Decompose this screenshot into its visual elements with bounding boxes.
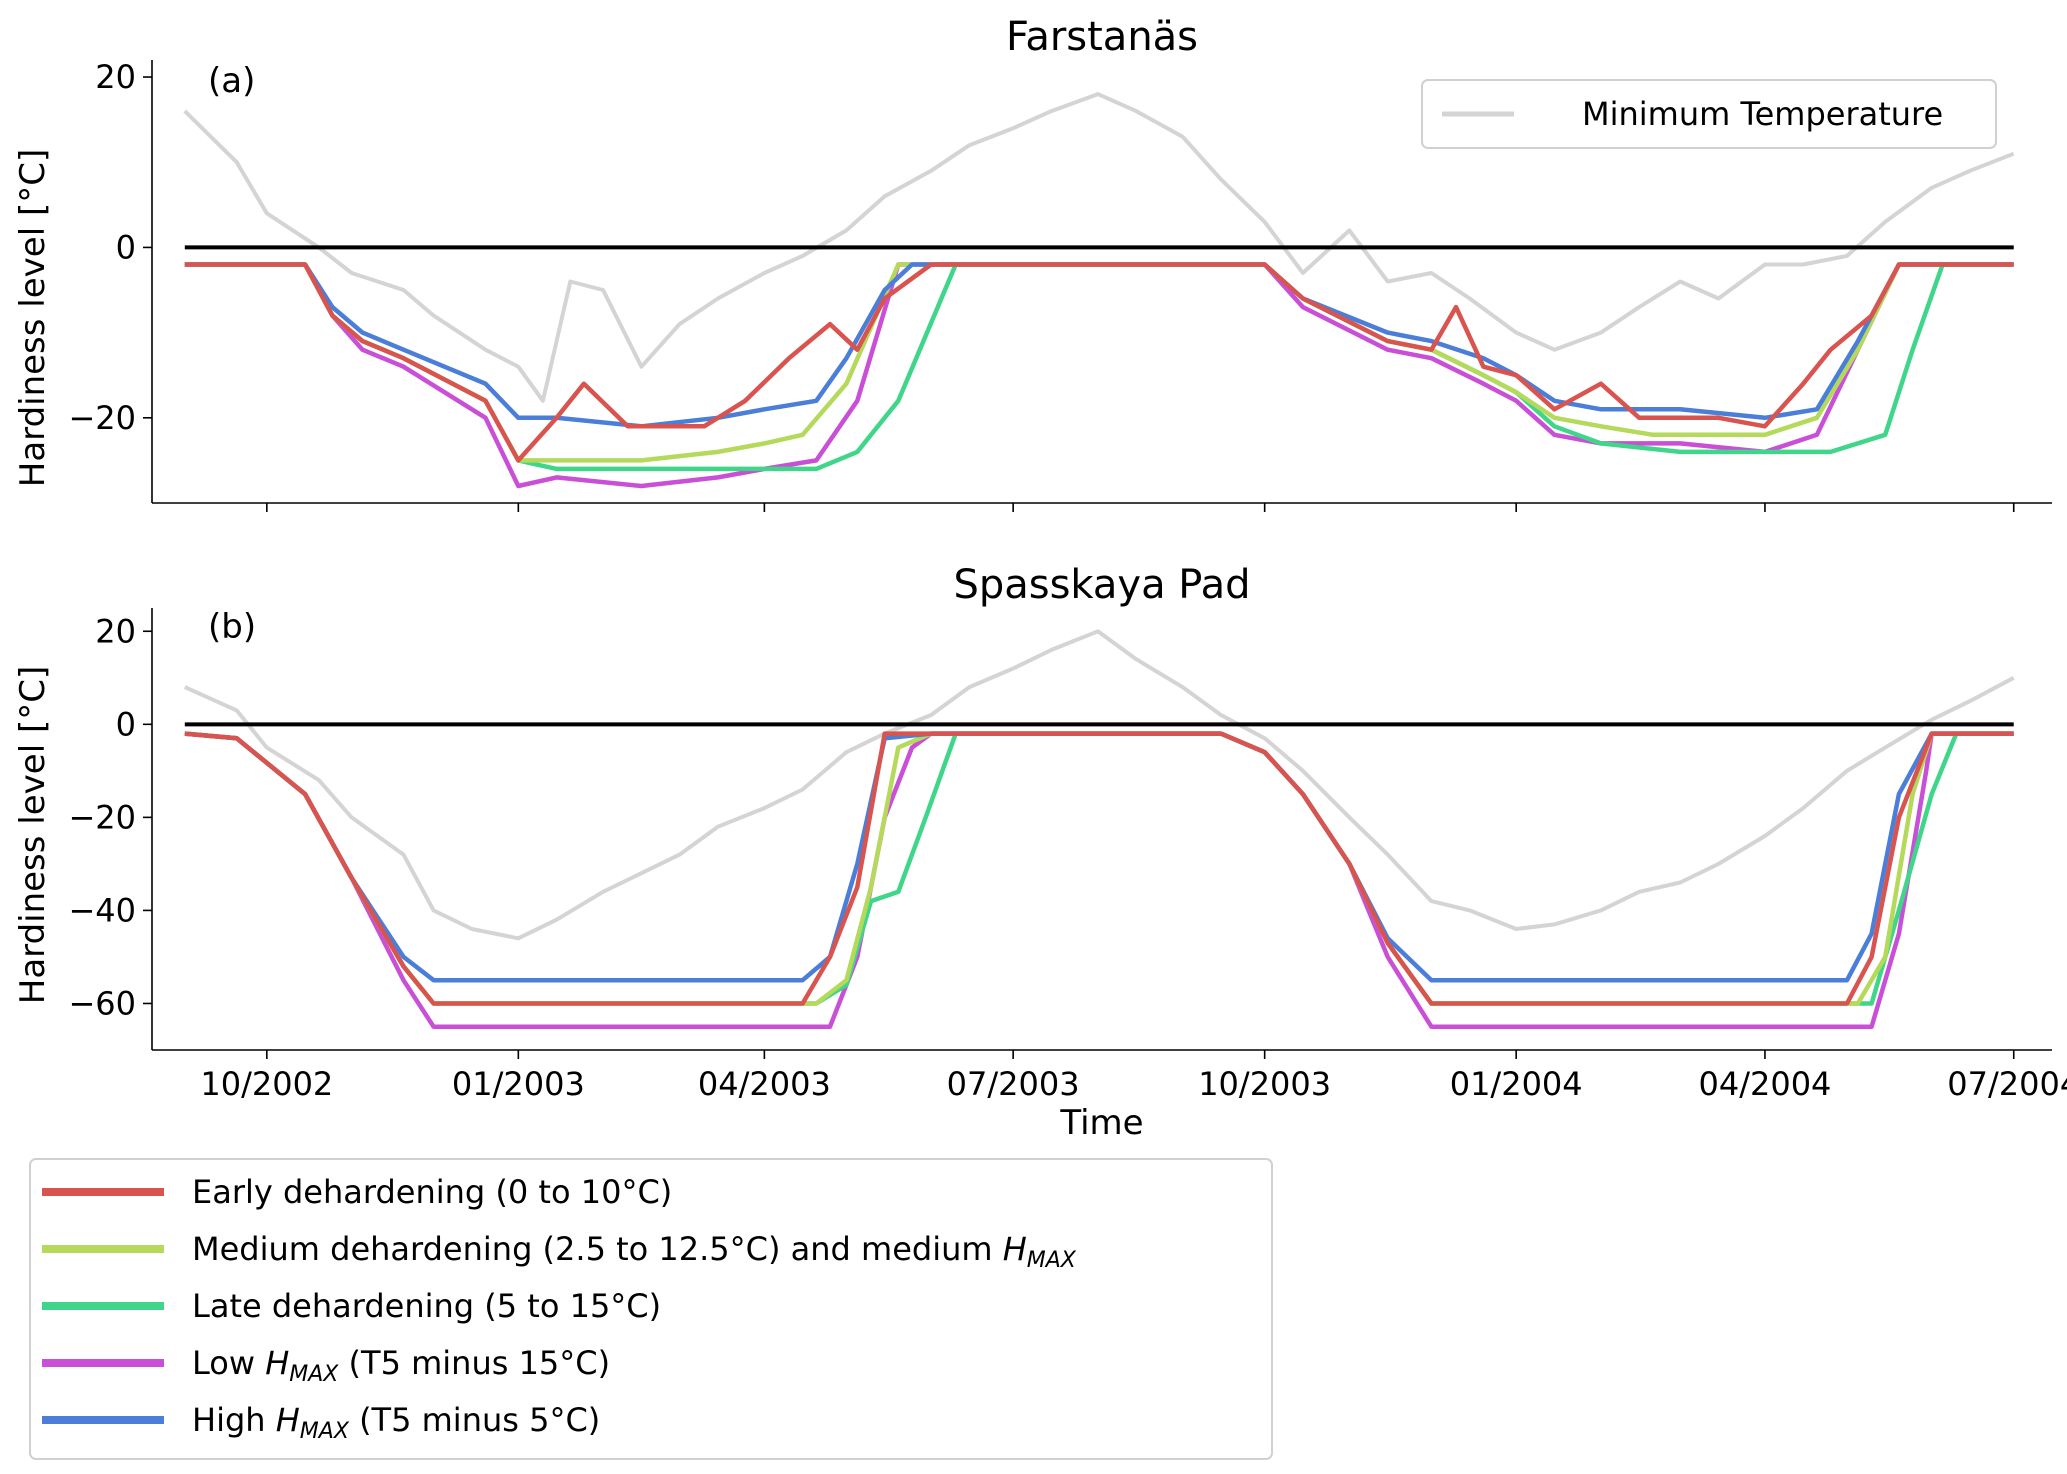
xtick-label-2: 04/2003: [698, 1065, 831, 1103]
xtick-label-0: 10/2002: [200, 1065, 333, 1103]
xtick-label-7: 07/2004: [1947, 1065, 2067, 1103]
series-b-1: [184, 731, 2014, 1006]
series-b-4: [184, 731, 2014, 1029]
panel-a-ylabel: Hardiness level [°C]: [13, 149, 53, 487]
panel-b-title: Spasskaya Pad: [953, 562, 1250, 608]
ytick-label-b-1: −40: [68, 891, 136, 929]
ytick-label-b-3: 0: [116, 705, 136, 743]
xtick-label-5: 01/2004: [1450, 1065, 1583, 1103]
panel-a-legend: Minimum Temperature: [1421, 79, 1997, 149]
panel-a-legend-label: Minimum Temperature: [1582, 95, 1943, 133]
legend-label-3: Low HMAX (T5 minus 15°C): [192, 1344, 610, 1387]
series-b-0: [183, 629, 2015, 941]
legend-label-0: Early dehardening (0 to 10°C): [192, 1173, 672, 1211]
ytick-label-a-1: 0: [116, 228, 136, 266]
ytick-label-a-2: 20: [95, 58, 136, 96]
xtick-label-4: 10/2003: [1198, 1065, 1331, 1103]
panel-b-xlabel: Time: [1059, 1103, 1143, 1143]
panel-a: Farstanäs (a) Hardiness level [°C] −20 0 2…: [13, 14, 2052, 512]
ytick-label-b-0: −60: [68, 984, 136, 1022]
xtick-label-1: 01/2003: [452, 1065, 585, 1103]
panel-a-legend-box: [1421, 79, 1997, 149]
series-b-5: [184, 731, 2014, 983]
legend-label-2: Late dehardening (5 to 15°C): [192, 1287, 661, 1325]
panel-b: Spasskaya Pad (b) Hardiness level [°C] T…: [13, 562, 2067, 1143]
panel-b-letter: (b): [208, 607, 256, 647]
panel-b-ylabel: Hardiness level [°C]: [13, 666, 53, 1004]
xtick-label-3: 07/2003: [947, 1065, 1080, 1103]
panel-a-title: Farstanäs: [1006, 14, 1198, 60]
bottom-legend-box: [29, 1158, 1273, 1460]
ytick-label-b-2: −20: [68, 798, 136, 836]
series-a-2: [184, 262, 2014, 463]
bottom-legend: Early dehardening (0 to 10°C) Medium deha…: [29, 1158, 1273, 1460]
legend-label-4: High HMAX (T5 minus 5°C): [192, 1401, 600, 1444]
legend-label-1: Medium dehardening (2.5 to 12.5°C) and m…: [192, 1230, 1077, 1273]
ytick-label-a-0: −20: [68, 399, 136, 437]
series-a-1: [184, 262, 2014, 463]
xtick-label-6: 04/2004: [1698, 1065, 1831, 1103]
ytick-label-b-4: 20: [95, 612, 136, 650]
series-a-3: [184, 262, 2014, 472]
series-a-0: [183, 92, 2015, 403]
series-b-2: [184, 731, 2014, 1006]
series-b-3: [184, 731, 2014, 1006]
panel-a-letter: (a): [208, 61, 255, 101]
